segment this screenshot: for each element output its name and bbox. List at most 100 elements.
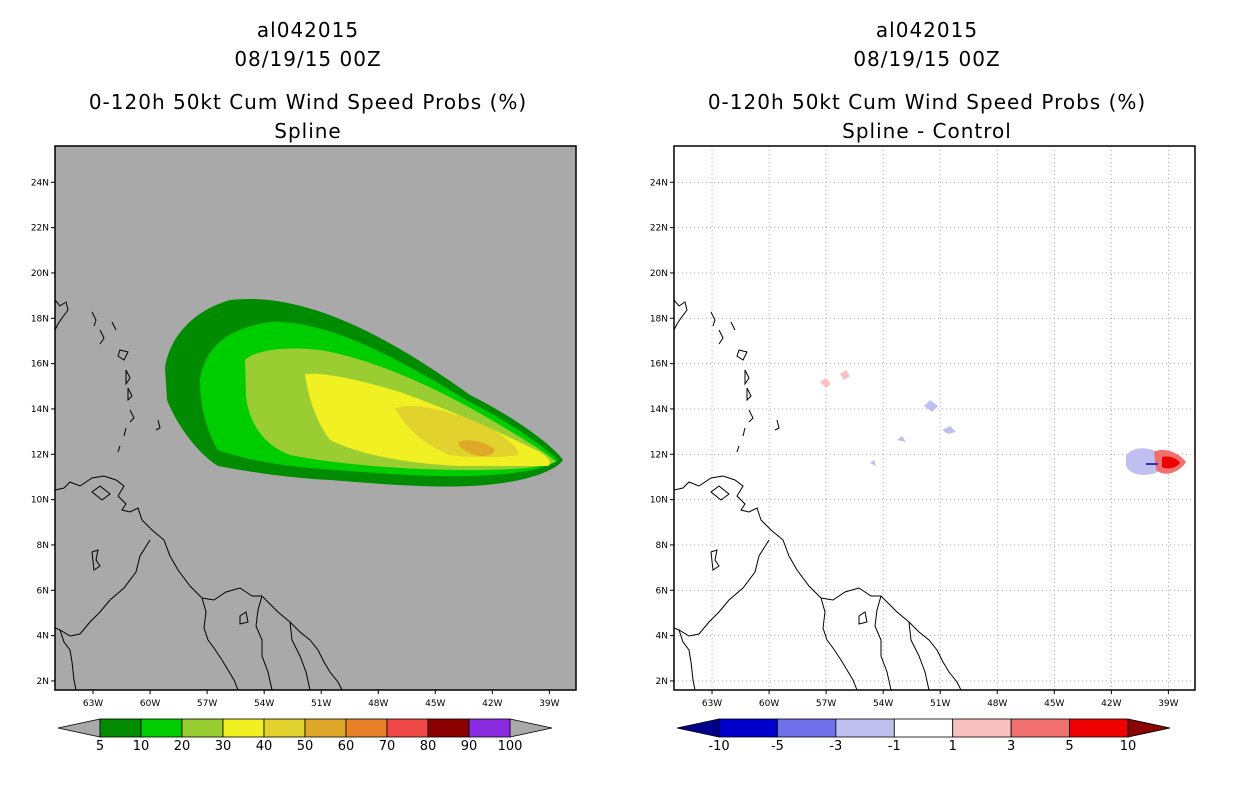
colorbar-label: 100 [498, 739, 523, 754]
colorbar-label: 1 [949, 739, 957, 754]
right-date: 08/19/15 00Z [853, 47, 1001, 71]
right-storm-id: al042015 [875, 18, 979, 42]
colorbar-label: 5 [1065, 739, 1073, 754]
y-tick-label: 2N [656, 677, 668, 687]
colorbar-swatch [99, 718, 142, 738]
x-tick-label: 57W [197, 699, 217, 709]
y-tick-label: 12N [650, 450, 668, 460]
x-tick-label: 45W [425, 699, 445, 709]
colorbar-swatch [386, 718, 429, 738]
colorbar-label: 3 [1007, 739, 1015, 754]
x-tick-label: 45W [1044, 699, 1064, 709]
colorbar-high-end [1127, 718, 1171, 738]
y-tick-label: 22N [650, 224, 668, 234]
colorbar-high-end [509, 718, 553, 738]
left-product-title: 0-120h 50kt Cum Wind Speed Probs (%) [88, 90, 528, 114]
colorbar-label: 80 [420, 739, 437, 754]
y-tick-label: 6N [656, 586, 668, 596]
y-tick-label: 10N [650, 496, 668, 506]
colorbar-label: 30 [215, 739, 232, 754]
x-tick-label: 48W [987, 699, 1007, 709]
x-tick-label: 42W [482, 699, 502, 709]
y-tick-label: 16N [650, 360, 668, 370]
colorbar-swatch [777, 718, 837, 738]
colorbar-label: 10 [133, 739, 150, 754]
colorbar-swatch [181, 718, 224, 738]
colorbar-swatch [345, 718, 388, 738]
y-tick-label: 14N [31, 405, 49, 415]
right-method: Spline - Control [842, 119, 1012, 143]
colorbar-swatch [893, 718, 954, 738]
colorbar-label: 60 [338, 739, 355, 754]
x-tick-label: 39W [1158, 699, 1178, 709]
colorbar-swatch [718, 718, 778, 738]
x-tick-label: 51W [311, 699, 331, 709]
colorbar-swatch [835, 718, 895, 738]
colorbar-swatch [304, 718, 347, 738]
left-map-frame [54, 145, 577, 691]
colorbar-label: 90 [461, 739, 478, 754]
y-tick-label: 16N [31, 360, 49, 370]
colorbar-swatch [1010, 718, 1070, 738]
x-tick-label: 57W [816, 699, 836, 709]
left-date: 08/19/15 00Z [234, 47, 382, 71]
colorbar-swatch [427, 718, 470, 738]
x-tick-label: 51W [930, 699, 950, 709]
x-tick-label: 63W [702, 699, 722, 709]
colorbar-swatch [263, 718, 306, 738]
colorbar-swatch [952, 718, 1012, 738]
y-tick-label: 18N [31, 314, 49, 324]
y-tick-label: 8N [656, 541, 668, 551]
right-product-title: 0-120h 50kt Cum Wind Speed Probs (%) [707, 90, 1147, 114]
y-tick-label: 20N [650, 269, 668, 279]
colorbar-low-end [676, 718, 720, 738]
y-tick-label: 4N [37, 632, 49, 642]
x-tick-label: 63W [83, 699, 103, 709]
x-tick-label: 48W [368, 699, 388, 709]
right-coastlines [674, 299, 962, 690]
x-tick-label: 39W [539, 699, 559, 709]
y-tick-label: 8N [37, 541, 49, 551]
colorbar-label: 50 [297, 739, 314, 754]
colorbar-swatch [1069, 718, 1129, 738]
left-storm-id: al042015 [256, 18, 360, 42]
colorbar-label: -3 [829, 739, 842, 754]
y-tick-label: 22N [31, 224, 49, 234]
y-tick-label: 20N [31, 269, 49, 279]
diff-positive-small-blob [820, 370, 850, 388]
x-tick-label: 54W [254, 699, 274, 709]
colorbar-label: -1 [888, 739, 901, 754]
right-map-background [674, 146, 1195, 690]
left-map: 63W 60W 57W 54W 51W 48W 45W 42W 39W 24N 22N 20N 18N 1… [31, 145, 577, 709]
y-tick-label: 2N [37, 677, 49, 687]
y-tick-label: 18N [650, 314, 668, 324]
right-colorbar: -10 -5 -3 -1 1 3 5 10 [676, 718, 1171, 754]
y-tick-label: 4N [656, 632, 668, 642]
y-tick-label: 24N [650, 178, 668, 188]
colorbar-swatch [140, 718, 183, 738]
colorbar-swatch [468, 718, 511, 738]
left-method: Spline [274, 119, 342, 143]
x-tick-label: 54W [873, 699, 893, 709]
colorbar-label: 20 [174, 739, 191, 754]
colorbar-label: 10 [1120, 739, 1137, 754]
colorbar-label: -10 [708, 739, 729, 754]
x-tick-label: 60W [759, 699, 779, 709]
left-coastlines [55, 299, 343, 690]
colorbar-label: 5 [96, 739, 104, 754]
colorbar-label: -5 [771, 739, 784, 754]
left-colorbar: 5 10 20 30 40 50 60 70 80 90 100 [57, 718, 553, 754]
y-tick-label: 6N [37, 586, 49, 596]
right-map: 63W 60W 57W 54W 51W 48W 45W 42W 39W 24N 22N 20N 18N 1… [650, 145, 1196, 709]
colorbar-label: 40 [256, 739, 273, 754]
y-tick-label: 12N [31, 450, 49, 460]
y-tick-label: 24N [31, 178, 49, 188]
colorbar-low-end [57, 718, 101, 738]
y-tick-label: 10N [31, 496, 49, 506]
x-tick-label: 60W [140, 699, 160, 709]
colorbar-label: 70 [379, 739, 396, 754]
diff-negative-east-blob [1126, 448, 1162, 475]
right-map-frame [673, 145, 1196, 691]
